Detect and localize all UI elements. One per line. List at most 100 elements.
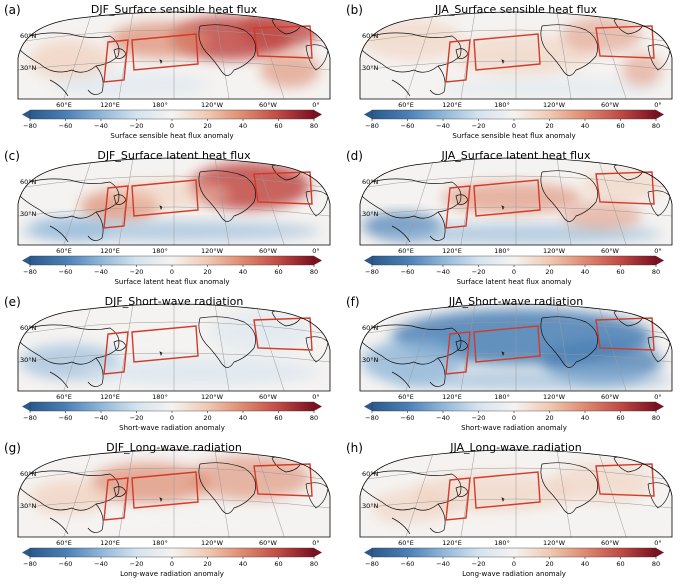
colorbar-extend-low <box>22 256 30 265</box>
lon-label: 0° <box>654 539 661 547</box>
anomaly-blob <box>442 78 662 98</box>
north-pacific-box <box>473 179 541 217</box>
coastlines <box>19 309 329 389</box>
panel-title: JJA_Long-wave radiation <box>449 441 582 454</box>
panel-f: (f) JJA_Short-wave radiation 60°N 30°N 60°E 1… <box>346 295 673 432</box>
colorbar-extend-low <box>364 110 372 119</box>
anomaly-blob <box>260 52 320 88</box>
colorbar-gradient <box>372 402 656 411</box>
panel-title: DJF_Surface latent heat flux <box>97 149 251 162</box>
colorbar-tick-label: 60 <box>274 122 282 130</box>
anomaly-blob <box>30 480 110 516</box>
colorbar-gradient <box>30 110 314 119</box>
colorbar-tick-label: 80 <box>652 414 660 422</box>
map-frame <box>359 303 673 392</box>
lat-label: 30°N <box>362 356 379 364</box>
colorbar-extend-high <box>656 548 664 557</box>
panel-title: JJA_Short-wave radiation <box>448 295 583 308</box>
north-atlantic-box <box>253 171 313 205</box>
colorbar-tick-label: 40 <box>239 122 247 130</box>
colorbar-tick-label: 0 <box>512 122 516 130</box>
east-asia-box <box>445 477 471 521</box>
lon-label: 60°E <box>398 393 414 401</box>
lon-label: 0° <box>312 393 319 401</box>
colorbar-extend-high <box>314 110 322 119</box>
gridlines <box>360 450 672 537</box>
lon-label: 120°E <box>100 539 120 547</box>
study-region-boxes <box>103 25 313 83</box>
colorbar-tick-label: −20 <box>472 268 486 276</box>
north-pacific-box <box>473 325 541 363</box>
colorbar-gradient <box>372 110 656 119</box>
gridlines <box>360 304 672 391</box>
colorbar-label: Surface sensible heat flux anomaly <box>110 132 233 140</box>
colorbar-tick-label: −40 <box>94 560 108 568</box>
colorbar-tick-label: 0 <box>512 560 516 568</box>
colorbar-tick-label: −40 <box>436 414 450 422</box>
colorbar-extend-high <box>656 256 664 265</box>
panel-letter: (c) <box>4 149 20 163</box>
colorbar-tick-label: −40 <box>436 122 450 130</box>
anomaly-blob <box>622 54 662 86</box>
colorbar-tick-label: 20 <box>203 122 211 130</box>
colorbar-tick-label: 80 <box>652 268 660 276</box>
lon-label: 180° <box>152 393 168 401</box>
north-pacific-box <box>131 325 199 363</box>
north-pacific-box <box>473 33 541 71</box>
study-region-boxes <box>103 463 313 521</box>
anomaly-blob <box>452 35 592 75</box>
lat-label: 30°N <box>362 64 379 72</box>
anomaly-blob <box>30 40 110 80</box>
anomaly-blob <box>110 318 190 346</box>
panel-a: (a) DJF_Surface sensible heat flux 60°N 30°… <box>4 3 331 140</box>
colorbar-tick-label: −20 <box>130 414 144 422</box>
colorbar-tick-label: −60 <box>401 122 415 130</box>
colorbar: −80 −60 −40 −20 0 20 40 60 80 Short-wave radiatio… <box>364 401 664 432</box>
anomaly-field <box>362 17 662 98</box>
colorbar-tick-label: 40 <box>581 414 589 422</box>
lon-label: 60°E <box>56 101 72 109</box>
north-atlantic-box <box>253 25 313 59</box>
study-region-boxes <box>445 317 655 375</box>
gridlines <box>18 12 330 99</box>
lon-label: 120°W <box>201 247 224 255</box>
lon-label: 180° <box>494 247 510 255</box>
colorbar-tick-label: 0 <box>170 414 174 422</box>
north-atlantic-box <box>595 171 655 205</box>
colorbar-tick-label: 60 <box>616 414 624 422</box>
colorbar-tick-label: 40 <box>239 268 247 276</box>
lon-label: 180° <box>494 393 510 401</box>
anomaly-blob <box>562 202 642 230</box>
gridlines <box>18 158 330 245</box>
lon-label: 60°E <box>56 393 72 401</box>
colorbar: −80 −60 −40 −20 0 20 40 60 80 Long-wave radiation… <box>22 547 322 578</box>
colorbar-tick-label: 80 <box>310 268 318 276</box>
colorbar: −80 −60 −40 −20 0 20 40 60 80 Short-wave radiatio… <box>22 401 322 432</box>
lon-label: 120°E <box>100 101 120 109</box>
lon-label: 120°E <box>442 539 462 547</box>
anomaly-blob <box>392 370 672 390</box>
lon-label: 60°W <box>601 393 620 401</box>
colorbar-tick-label: −60 <box>401 268 415 276</box>
anomaly-blob <box>190 456 310 500</box>
lon-label: 0° <box>654 393 661 401</box>
lon-label: 60°W <box>259 539 278 547</box>
panel-b: (b) JJA_Surface sensible heat flux 60°N 30°… <box>346 3 673 140</box>
colorbar-gradient <box>372 548 656 557</box>
lon-label: 0° <box>312 247 319 255</box>
panel-letter: (f) <box>346 295 360 309</box>
colorbar-tick-label: 0 <box>512 414 516 422</box>
colorbar-gradient <box>30 256 314 265</box>
anomaly-blob <box>50 73 210 97</box>
lat-label: 60°N <box>362 32 379 40</box>
north-pacific-box <box>131 179 199 217</box>
east-asia-box <box>445 331 471 375</box>
colorbar-tick-label: 80 <box>310 414 318 422</box>
lat-label: 60°N <box>362 470 379 478</box>
colorbar-tick-label: 40 <box>239 560 247 568</box>
east-asia-box <box>445 39 471 83</box>
lon-label: 120°W <box>543 539 566 547</box>
lat-label: 60°N <box>20 178 37 186</box>
map-frame <box>359 11 673 100</box>
lat-label: 60°N <box>362 324 379 332</box>
